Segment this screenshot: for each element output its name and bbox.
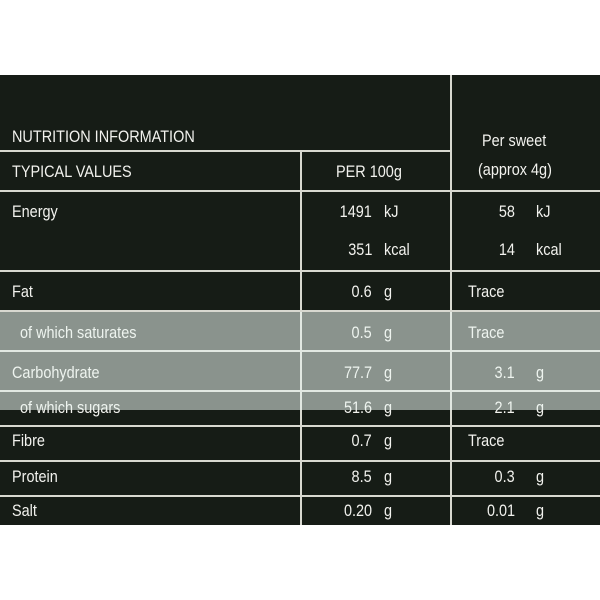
value: 0.3 (494, 467, 515, 486)
rule (450, 75, 452, 525)
unit: g (384, 282, 393, 301)
unit: g (384, 431, 393, 450)
column-header: (approx 4g) (478, 160, 552, 179)
value: 351 (347, 240, 372, 259)
value: 58 (498, 202, 515, 221)
value: 8.5 (351, 467, 372, 486)
value: 0.20 (343, 501, 372, 520)
row-label: Protein (12, 467, 58, 486)
value: 1491 (339, 202, 372, 221)
row-label: Salt (12, 501, 37, 520)
column-header: TYPICAL VALUES (12, 162, 132, 181)
value: Trace (468, 431, 505, 450)
unit: kcal (384, 240, 410, 259)
row-label: Fat (12, 282, 33, 301)
tape-overlay (0, 312, 600, 410)
row-label: Fibre (12, 431, 45, 450)
value: 0.6 (351, 282, 372, 301)
unit: g (384, 501, 393, 520)
unit: kJ (536, 202, 551, 221)
unit: g (536, 467, 545, 486)
value: 0.01 (486, 501, 515, 520)
value: Trace (468, 282, 505, 301)
unit: g (536, 501, 545, 520)
unit: kcal (536, 240, 562, 259)
unit: kJ (384, 202, 399, 221)
row-label: Energy (12, 202, 58, 221)
column-header: Per sweet (482, 131, 547, 150)
table-title: NUTRITION INFORMATION (12, 127, 195, 146)
value: 0.7 (351, 431, 372, 450)
unit: g (384, 467, 393, 486)
value: 14 (498, 240, 515, 259)
column-header: PER 100g (336, 162, 402, 181)
rule (0, 150, 450, 152)
